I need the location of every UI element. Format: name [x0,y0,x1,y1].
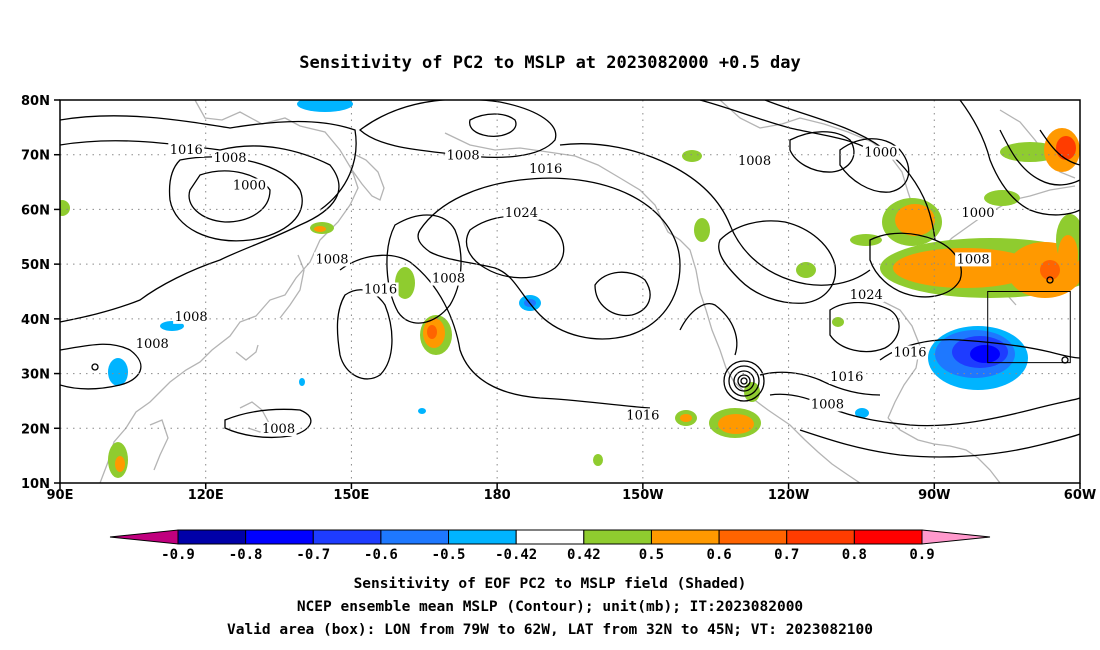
colorbar-label: 0.8 [842,547,867,563]
colorbar-label: 0.9 [909,547,934,563]
colorbar-bin [109,529,179,545]
colorbar-label: 0.5 [639,547,664,563]
contour-label: 1008 [136,337,169,352]
lon-tick-label: 60W [1064,488,1096,503]
colorbar-label: 0.6 [706,547,731,563]
contour-label: 1016 [364,283,397,298]
colorbar: -0.9 -0.8 -0.7 -0.6 -0.5 -0.42 0.42 0.5 0.6 0.7 0.… [109,529,991,563]
colorbar-bin [650,529,720,545]
colorbar-bin [380,529,450,545]
contour-label: 1024 [505,206,538,221]
contour-label: 1016 [529,162,562,177]
contour-label-bg [314,252,350,267]
colorbar-bin [448,529,517,545]
contour-label: 1016 [830,370,863,385]
colorbar-bin [853,529,923,545]
contour-label-bg [736,153,773,168]
lon-tick-label: 150E [333,488,369,503]
colorbar-label: -0.5 [432,547,466,563]
colorbar-bin [177,529,247,545]
contour-label: 1000 [233,179,266,194]
colorbar-label: 0.42 [567,547,601,563]
contour-label: 1008 [432,272,465,287]
contour-label: 1016 [893,345,926,360]
colorbar-bin [312,529,382,545]
contour-label-bg [173,309,210,324]
lat-tick-label: 50N [21,258,50,273]
contour-label-bg [430,271,467,286]
lat-tick-label: 40N [21,313,50,328]
colorbar-bin [583,529,652,545]
lon-tick-label: 180 [484,488,511,503]
lon-tick-label: 120E [188,488,224,503]
contour-label-bg [892,345,928,360]
contour-label: 1000 [864,146,897,161]
colorbar-bin [718,529,788,545]
lat-tick-label: 60N [21,203,50,218]
caption-line-1: Sensitivity of EOF PC2 to MSLP field (Sh… [354,576,747,592]
contour-label: 1016 [170,143,203,158]
contour-label-bg [168,142,205,157]
lon-tick-label: 120W [768,488,809,503]
caption-line-2: NCEP ensemble mean MSLP (Contour); unit(… [297,599,803,615]
contour-label-bg [848,287,885,302]
contour-label: 1008 [315,252,348,267]
latitude-axis: 80N 70N 60N 50N 40N 30N 20N 10N [21,94,60,492]
colorbar-bin [515,529,585,545]
contour-label-bg [960,205,996,220]
colorbar-label: -0.7 [296,547,330,563]
map-title: Sensitivity of PC2 to MSLP at 2023082000… [299,53,801,73]
colorbar-bin [921,529,991,545]
colorbar-label: -0.8 [229,547,263,563]
lon-tick-label: 90W [918,488,950,503]
contour-label: 1000 [961,206,994,221]
contour-label: 1008 [447,148,480,163]
lat-tick-label: 80N [21,94,50,109]
contour-label: 1016 [626,408,659,423]
contour-label-bg [809,397,846,412]
longitude-axis: 90E 120E 150E 180 150W 120W 90W 60W [47,483,1096,503]
lat-tick-label: 10N [21,477,50,492]
sensitivity-shading [60,100,1080,478]
lon-tick-label: 90E [47,488,74,503]
colorbar-label: -0.9 [161,547,195,563]
lat-tick-label: 30N [21,368,50,383]
contour-label-bg [955,252,992,267]
colorbar-bin [786,529,855,545]
contour-label: 1008 [262,422,295,437]
contour-label-bg [503,205,540,220]
caption-line-3: Valid area (box): LON from 79W to 62W, L… [227,622,873,638]
contour-label-bg [828,370,865,385]
contour-label-bg [624,408,661,423]
contour-label-bg [445,148,482,163]
colorbar-label: 0.7 [774,547,799,563]
contour-labels: 1016 1008 1000 1008 1016 1008 1000 1016 1024 1000… [134,142,996,437]
contour-label-bg [862,145,899,160]
map-area [60,100,1080,483]
valid-area-box [987,291,1071,364]
contour-label-bg [527,162,564,177]
contour-label-bg [362,282,399,297]
map-frame [59,99,1081,484]
contour-label: 1008 [213,151,246,166]
contour-label: 1008 [811,397,844,412]
contour-label: 1008 [175,310,208,325]
contour-label: 1008 [957,252,990,267]
coastlines [99,100,1076,483]
contour-label: 1024 [850,288,883,303]
colorbar-bin [245,529,314,545]
contour-label-bg [231,178,268,193]
contour-label-bg [260,422,297,437]
contour-label-bg [212,151,248,166]
lat-tick-label: 20N [21,422,50,437]
colorbar-label: -0.6 [364,547,398,563]
contour-label-bg [134,337,171,352]
contour-label: 1008 [738,154,771,169]
lat-tick-label: 70N [21,149,50,164]
lon-tick-label: 150W [622,488,663,503]
colorbar-label: -0.42 [495,547,537,563]
